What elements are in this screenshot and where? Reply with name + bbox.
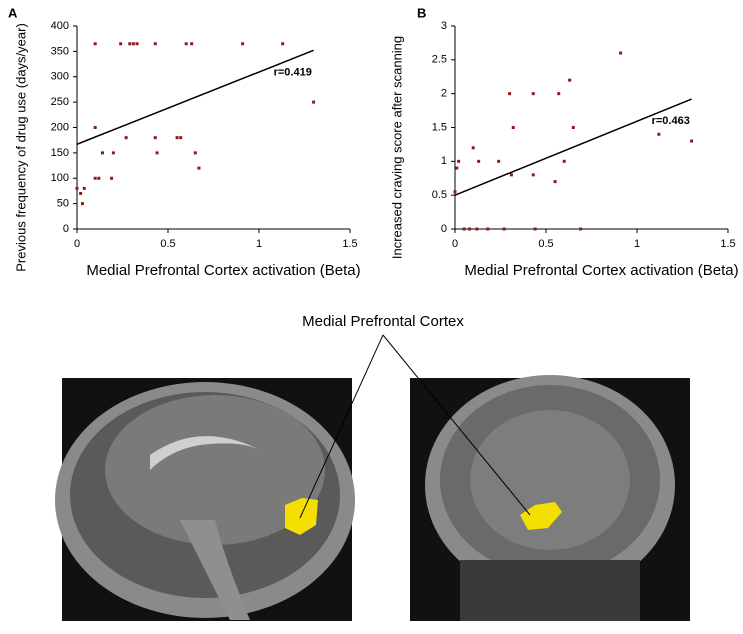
figure-label: Medial Prefrontal Cortex [302,313,464,330]
point [193,151,197,155]
point [690,139,694,143]
point [475,227,479,231]
point [135,42,139,46]
point [75,186,79,190]
point [281,42,285,46]
fit-line [454,98,692,196]
x-tick-label: 0 [452,238,458,250]
fit-line [76,49,314,145]
point [93,126,97,129]
point [179,136,183,140]
y-tick-label: 350 [51,45,69,57]
point [502,227,506,231]
point [80,202,84,206]
annotation: r=0.419 [274,66,312,78]
coronal-image [410,375,690,621]
y-tick-label: 300 [51,71,69,83]
point [110,176,114,180]
pointer-line [382,334,531,516]
point [97,176,101,180]
point [511,126,515,129]
point [312,100,316,104]
y-tick-label: 0 [441,223,447,235]
x-tick-label: 1.5 [720,238,735,250]
point [82,186,86,190]
point [508,92,512,96]
point [100,151,104,155]
y-tick-label: 2.5 [432,54,447,66]
point [531,92,535,96]
y-tick-label: 400 [51,20,69,32]
annotation: r=0.463 [652,115,690,127]
point [486,227,490,231]
point [533,227,537,231]
x-tick-label: 1 [634,238,640,250]
point [471,146,475,150]
point [462,227,466,231]
panel-label: B [417,5,426,20]
point [184,42,188,46]
point [531,173,535,177]
panel-label: A [8,5,18,20]
x-axis-label: Medial Prefrontal Cortex activation (Bet… [86,262,360,279]
point [468,227,472,231]
point [619,51,623,55]
point [153,136,157,140]
point [453,190,457,194]
y-tick-label: 0 [63,223,69,235]
y-tick-label: 0.5 [432,189,447,201]
point [155,151,159,155]
point [197,166,201,170]
point [131,42,135,46]
sagittal-image [55,378,355,621]
point [579,227,583,231]
point [124,136,128,140]
point [128,42,132,46]
y-tick-label: 150 [51,147,69,159]
y-tick-label: 100 [51,172,69,184]
point [79,191,83,195]
point [93,42,97,46]
point [457,159,461,163]
point [497,159,501,163]
point [562,159,566,163]
pointer-line [299,334,384,519]
x-tick-label: 0.5 [160,238,175,250]
point [175,136,179,140]
y-tick-label: 250 [51,96,69,108]
point [455,166,459,170]
y-axis-label: Increased craving score after scanning [389,36,404,259]
point [571,126,575,129]
point [241,42,245,46]
point [509,173,513,177]
point [568,78,572,82]
y-axis-label: Previous frequency of drug use (days/yea… [13,23,28,272]
point [111,151,115,155]
point [657,132,661,136]
x-axis-label: Medial Prefrontal Cortex activation (Bet… [464,262,738,279]
y-tick-label: 3 [441,20,447,32]
point [557,92,561,96]
point [477,159,481,163]
x-tick-label: 0.5 [538,238,553,250]
x-tick-label: 0 [74,238,80,250]
y-tick-label: 2 [441,88,447,100]
point [553,180,557,184]
point [190,42,194,46]
x-tick-label: 1.5 [342,238,357,250]
y-tick-label: 200 [51,121,69,133]
x-tick-label: 1 [256,238,262,250]
y-tick-label: 1 [441,155,447,167]
point [93,176,97,180]
y-tick-label: 1.5 [432,121,447,133]
point [153,42,157,46]
point [119,42,123,46]
y-tick-label: 50 [57,198,69,210]
